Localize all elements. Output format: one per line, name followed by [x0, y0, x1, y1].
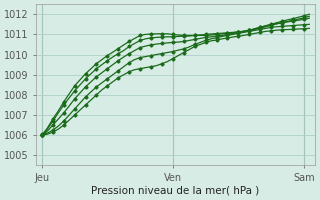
X-axis label: Pression niveau de la mer( hPa ): Pression niveau de la mer( hPa ) — [92, 186, 260, 196]
